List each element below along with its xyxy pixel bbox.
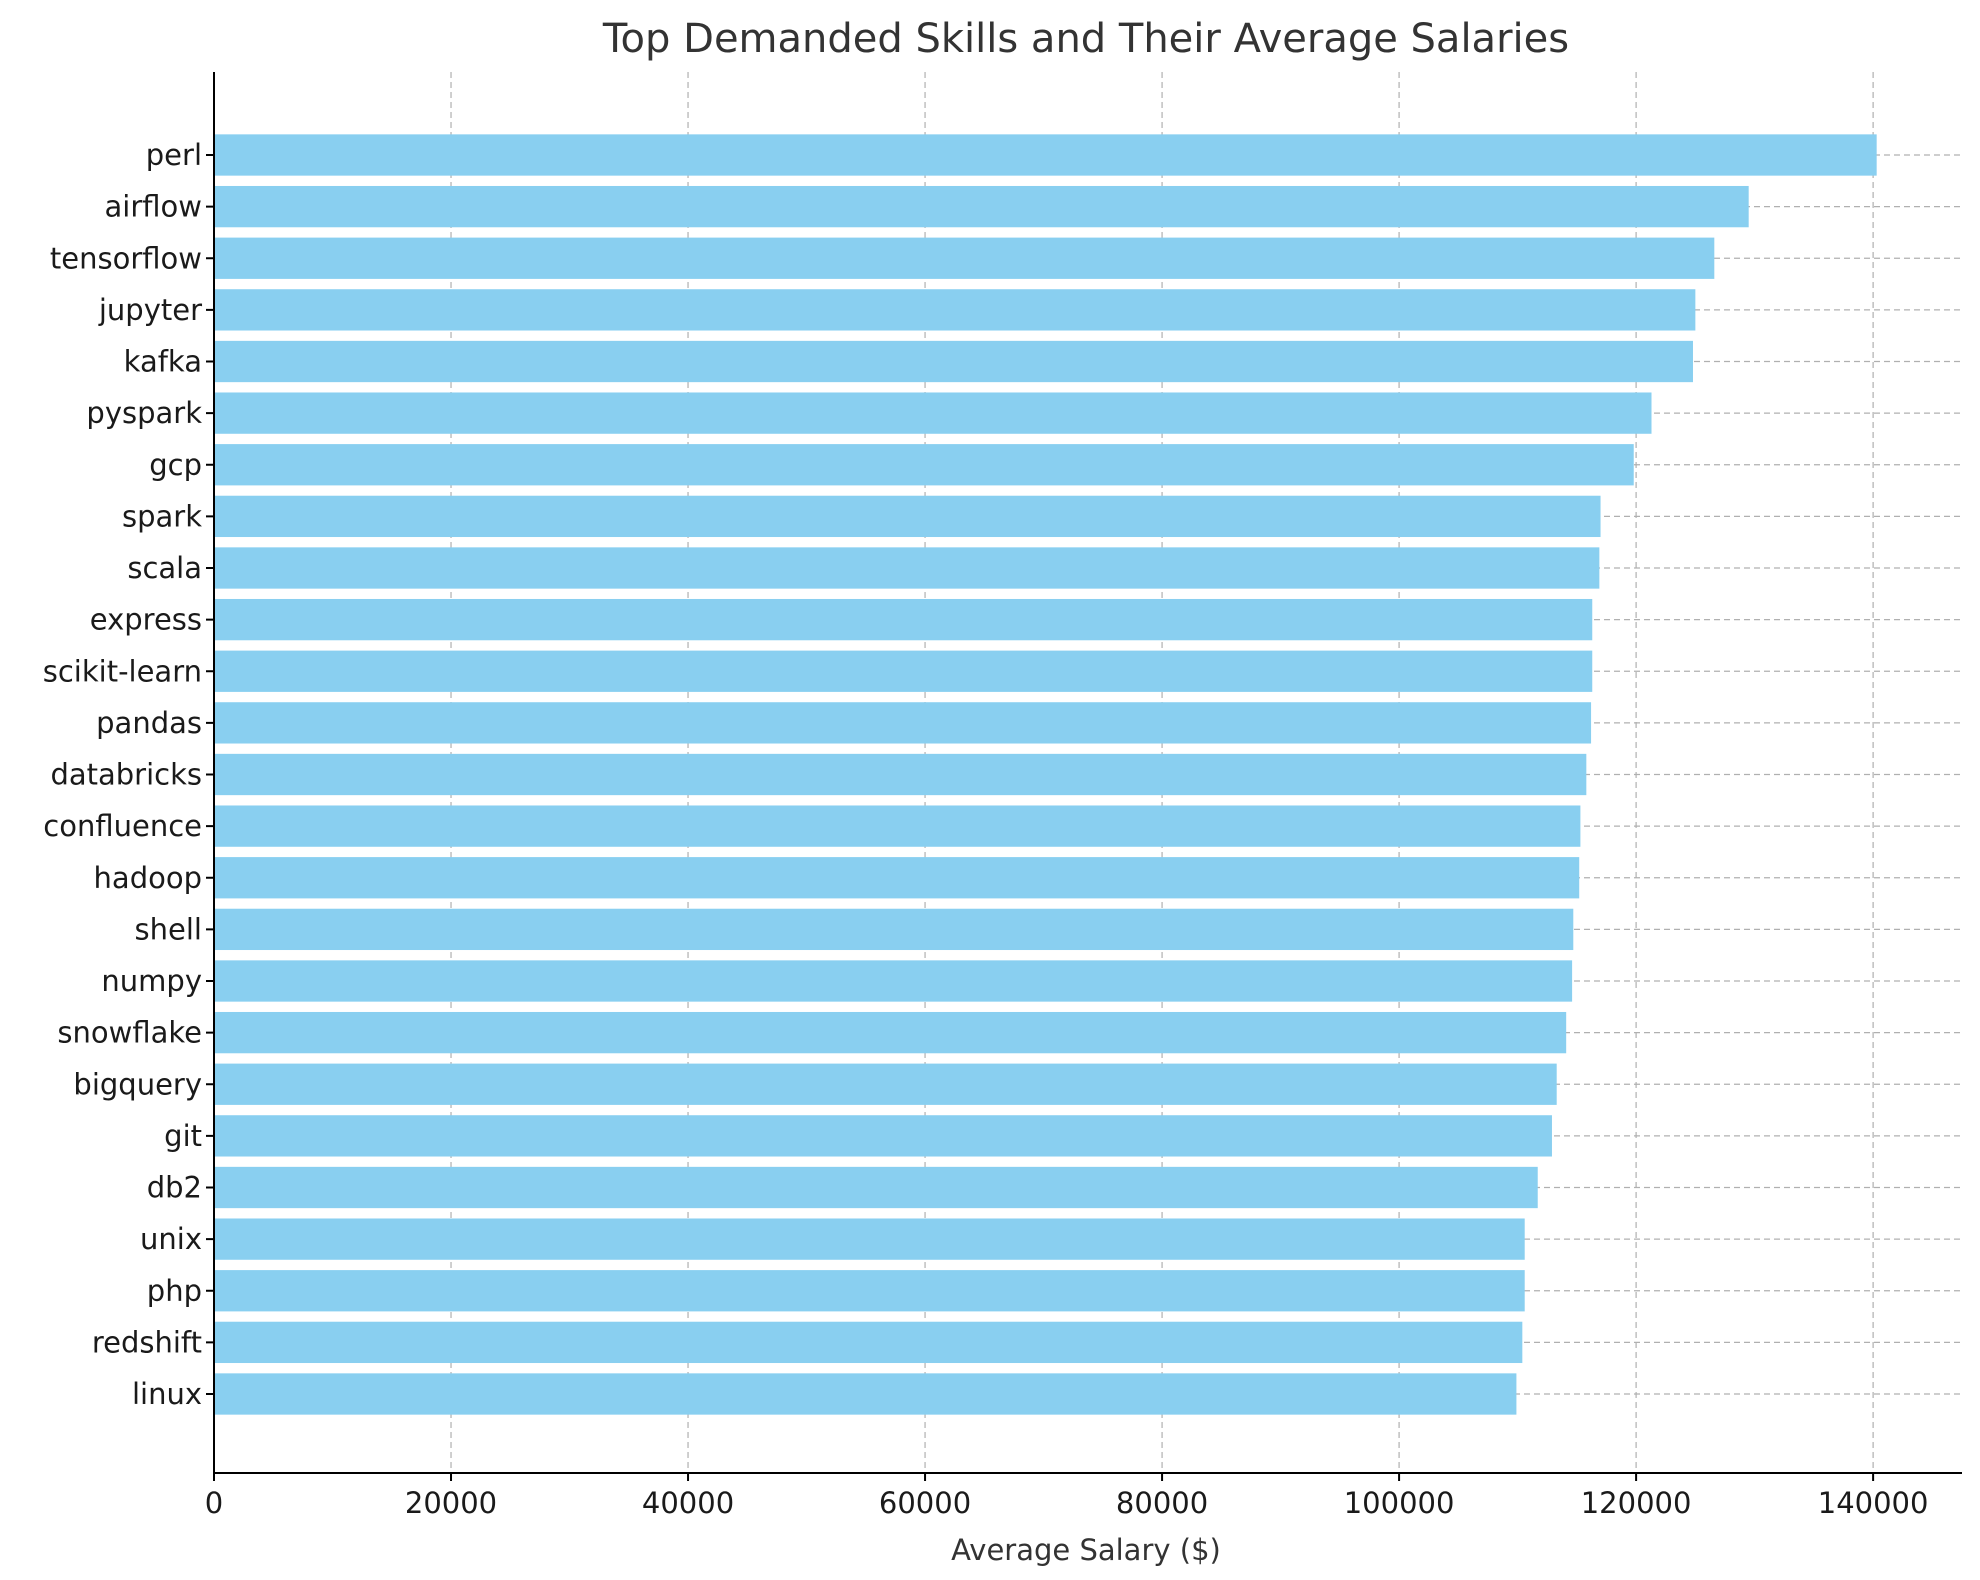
bar-express <box>214 598 1593 641</box>
y-tick-label: express <box>90 603 202 637</box>
bar-shell <box>214 908 1574 951</box>
x-axis-label: Average Salary ($) <box>951 1533 1221 1567</box>
bar-unix <box>214 1218 1525 1260</box>
bar-bigquery <box>214 1063 1557 1105</box>
y-tick-label: git <box>164 1119 202 1153</box>
y-tick-label: perl <box>146 138 202 172</box>
x-tick-label: 140000 <box>1818 1486 1929 1520</box>
y-tick-label: snowflake <box>57 1016 202 1050</box>
bar-databricks <box>214 753 1587 796</box>
bar-spark <box>214 495 1601 538</box>
bar-kafka <box>214 340 1693 383</box>
y-tick-label: scikit-learn <box>43 654 202 688</box>
y-tick-label: linux <box>132 1377 202 1411</box>
x-tick-label: 80000 <box>1116 1486 1208 1520</box>
y-tick-label: confluence <box>43 809 202 843</box>
y-tick-label: php <box>147 1274 202 1308</box>
bar-jupyter <box>214 289 1696 331</box>
y-tick-label: jupyter <box>98 293 202 327</box>
bar-db2 <box>214 1166 1538 1209</box>
x-tick-label: 60000 <box>879 1486 971 1520</box>
y-tick-label: db2 <box>147 1171 202 1205</box>
x-tick-label: 40000 <box>642 1486 734 1520</box>
x-tick-label: 20000 <box>405 1486 497 1520</box>
bar-php <box>214 1270 1525 1312</box>
bar-linux <box>214 1373 1517 1415</box>
y-tick-label: airflow <box>105 190 202 224</box>
y-tick-label: gcp <box>149 448 202 482</box>
axes: 0 20000 40000 60000 80000 100000 120000 140000 p… <box>43 72 1962 1520</box>
y-tick-label: pandas <box>96 706 202 740</box>
bar-pyspark <box>214 392 1652 434</box>
y-tick-label: tensorflow <box>50 241 202 275</box>
bars <box>214 134 1877 1415</box>
bar-perl <box>214 134 1877 176</box>
y-tick-label: pyspark <box>86 396 202 430</box>
y-tick-label: hadoop <box>94 861 202 895</box>
bar-snowflake <box>214 1011 1567 1054</box>
y-tick-label: spark <box>122 499 202 533</box>
bar-tensorflow <box>214 237 1715 279</box>
y-tick-label: numpy <box>101 964 202 998</box>
bar-airflow <box>214 185 1749 228</box>
bar-hadoop <box>214 857 1580 899</box>
y-tick-label: unix <box>140 1222 202 1256</box>
bar-gcp <box>214 444 1634 486</box>
bar-confluence <box>214 805 1581 847</box>
y-tick-label: shell <box>135 912 202 946</box>
y-tick-label: scala <box>127 551 202 585</box>
bar-numpy <box>214 960 1573 1002</box>
y-tick-label: kafka <box>124 345 202 379</box>
x-tick-label: 120000 <box>1581 1486 1692 1520</box>
bar-scikit-learn <box>214 650 1593 692</box>
bar-git <box>214 1115 1552 1157</box>
y-tick-label: databricks <box>50 758 202 792</box>
bar-pandas <box>214 702 1592 744</box>
x-tick-label: 0 <box>205 1486 223 1520</box>
y-tick-label: redshift <box>92 1325 202 1359</box>
chart-title: Top Demanded Skills and Their Average Sa… <box>602 16 1569 62</box>
bar-redshift <box>214 1321 1523 1364</box>
bar-scala <box>214 547 1600 589</box>
y-tick-label: bigquery <box>73 1067 202 1101</box>
x-tick-label: 100000 <box>1344 1486 1455 1520</box>
